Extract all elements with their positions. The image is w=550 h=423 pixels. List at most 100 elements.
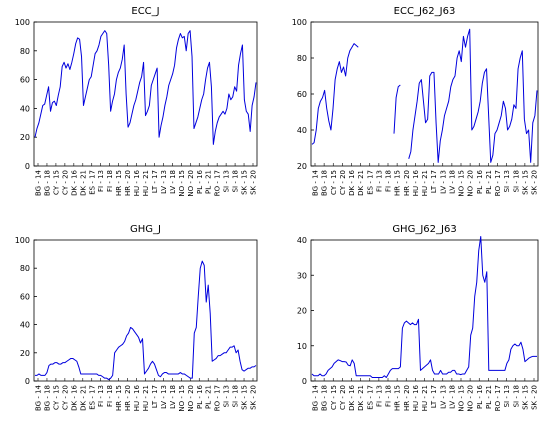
x-tick-label: HR - 20	[124, 385, 132, 411]
x-tick-label: ES - 17	[366, 385, 374, 410]
x-tick-label: FI - 13	[97, 385, 105, 407]
x-tick-label: FI - 18	[385, 385, 393, 407]
x-tick-label: CY - 15	[330, 170, 338, 195]
x-tick-label: NO - 15	[458, 170, 466, 197]
x-tick-label: DK - 16	[348, 169, 356, 195]
x-tick-label: PL - 21	[485, 385, 493, 409]
x-tick-label: PL - 16	[196, 384, 204, 409]
x-tick-label: RO - 17	[214, 385, 222, 411]
y-tick-label: 10	[297, 342, 307, 351]
x-tick-label: BG - 18	[43, 385, 51, 411]
x-tick-label: BG - 18	[321, 170, 329, 196]
y-tick-label: 20	[20, 133, 30, 142]
x-tick-label: RO - 17	[494, 170, 502, 196]
y-tick-label: 0	[25, 377, 30, 386]
x-tick-label: FI - 13	[97, 170, 105, 192]
x-tick-label: LV - 18	[448, 385, 456, 409]
x-tick-label: LT - 17	[430, 385, 438, 408]
x-tick-label: SK - 15	[521, 170, 529, 195]
y-tick-label: 60	[20, 76, 30, 85]
x-tick-label: BG - 14	[312, 384, 320, 411]
x-tick-label: HR - 20	[403, 170, 411, 196]
x-tick-label: HR - 15	[394, 170, 402, 196]
x-tick-label: LT - 17	[430, 170, 438, 193]
y-tick-label: 40	[20, 104, 30, 113]
x-tick-label: DK - 21	[79, 385, 87, 411]
x-tick-label: HU - 21	[421, 385, 429, 411]
x-tick-label: CY - 15	[52, 385, 60, 410]
x-tick-label: RO - 17	[214, 170, 222, 196]
plot-frame	[310, 21, 539, 167]
x-tick-label: FI - 13	[375, 170, 383, 192]
x-tick-label: SI - 18	[232, 170, 240, 192]
x-tick-label: HU - 21	[142, 170, 150, 196]
x-tick-label: DK - 21	[79, 170, 87, 196]
x-tick-label: HU - 16	[412, 169, 420, 196]
x-tick-label: HU - 16	[412, 384, 420, 411]
x-tick-label: HR - 15	[115, 170, 123, 196]
y-tick-label: 100	[15, 236, 30, 245]
x-tick-label: FI - 18	[106, 170, 114, 192]
y-tick-label: 60	[297, 90, 307, 99]
x-tick-label: CY - 20	[339, 170, 347, 195]
x-tick-label: DK - 21	[357, 170, 365, 196]
x-tick-label: SK - 20	[250, 170, 258, 195]
x-tick-label: ES - 17	[88, 170, 96, 195]
x-tick-label: PL - 21	[205, 385, 213, 409]
plot-frame	[33, 21, 258, 167]
series-line	[34, 30, 257, 145]
x-tick-label: SK - 15	[521, 385, 529, 410]
x-tick-label: FI - 18	[385, 170, 393, 192]
x-tick-label: PL - 21	[205, 170, 213, 194]
x-tick-label: BG - 14	[312, 169, 320, 196]
x-tick-label: LV - 13	[439, 170, 447, 194]
y-tick-label: 60	[20, 292, 30, 301]
x-tick-label: DK - 21	[357, 385, 365, 411]
x-tick-label: LV - 13	[160, 385, 168, 409]
x-tick-label: NO - 15	[178, 170, 186, 197]
x-tick-label: BG - 18	[321, 385, 329, 411]
x-tick-label: LV - 13	[160, 170, 168, 194]
x-tick-label: LT - 17	[151, 170, 159, 193]
x-tick-label: HR - 15	[115, 385, 123, 411]
y-tick-label: 30	[297, 271, 307, 280]
x-tick-label: SI - 13	[503, 385, 511, 407]
x-tick-label: SI - 18	[512, 385, 520, 407]
x-tick-label: BG - 14	[35, 384, 43, 411]
x-tick-label: CY - 20	[339, 385, 347, 410]
x-tick-label: SI - 13	[503, 170, 511, 192]
x-tick-label: CY - 15	[330, 385, 338, 410]
x-tick-label: HR - 20	[403, 385, 411, 411]
x-tick-label: LT - 17	[151, 385, 159, 408]
x-tick-label: SI - 18	[232, 385, 240, 407]
y-tick-label: 40	[297, 126, 307, 135]
x-tick-label: NO - 15	[178, 385, 186, 412]
x-tick-label: HR - 20	[124, 170, 132, 196]
x-tick-label: HU - 16	[133, 169, 141, 196]
x-tick-label: NO - 15	[458, 385, 466, 412]
y-tick-label: 20	[20, 349, 30, 358]
x-tick-label: LV - 18	[448, 170, 456, 194]
chart-title: GHG_J	[130, 224, 161, 235]
y-tick-label: 20	[297, 162, 307, 171]
y-tick-label: 40	[297, 236, 307, 245]
x-tick-label: HU - 16	[133, 384, 141, 411]
x-tick-label: ES - 17	[88, 385, 96, 410]
x-tick-label: DK - 16	[70, 169, 78, 195]
x-tick-label: NO - 20	[187, 170, 195, 197]
x-tick-label: DK - 16	[70, 384, 78, 410]
x-tick-label: CY - 20	[61, 385, 69, 410]
x-tick-label: NO - 20	[187, 385, 195, 412]
x-tick-label: ES - 17	[366, 170, 374, 195]
x-tick-label: LV - 18	[169, 385, 177, 409]
x-tick-label: HU - 21	[421, 170, 429, 196]
x-tick-label: NO - 20	[467, 170, 475, 197]
x-tick-label: SK - 20	[531, 385, 539, 410]
x-tick-label: SK - 20	[250, 385, 258, 410]
x-tick-label: BG - 18	[43, 170, 51, 196]
chart-panel-3: GHG_J 0 20 40 60 80 100 BG - 14 BG - 18 CY - 15 CY…	[15, 224, 258, 412]
y-tick-label: 0	[302, 377, 307, 386]
x-tick-label: SI - 13	[223, 385, 231, 407]
x-tick-label: NO - 20	[467, 385, 475, 412]
